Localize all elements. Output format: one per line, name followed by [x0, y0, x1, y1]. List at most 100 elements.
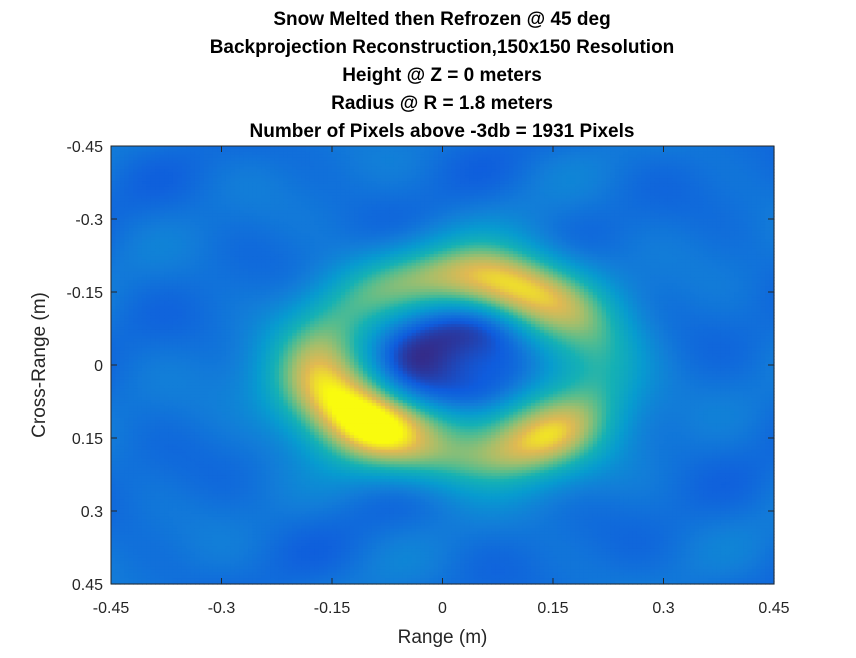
heatmap-cell — [155, 221, 161, 226]
heatmap-cell — [164, 169, 170, 173]
heatmap-cell — [208, 172, 214, 176]
heatmap-cell — [442, 166, 448, 170]
heatmap-cell — [230, 146, 236, 150]
heatmap-cell — [354, 172, 360, 176]
heatmap-cell — [203, 151, 209, 156]
heatmap-cell — [667, 204, 673, 208]
heatmap-cell — [535, 195, 541, 200]
heatmap-cell — [566, 186, 572, 191]
heatmap-cell — [703, 189, 709, 194]
heatmap-cell — [544, 178, 550, 182]
heatmap-cell — [720, 157, 726, 162]
heatmap-cell — [159, 157, 165, 162]
heatmap-cell — [592, 210, 598, 214]
heatmap-cell — [451, 210, 457, 214]
heatmap-cell — [707, 175, 713, 179]
heatmap-cell — [239, 157, 245, 162]
heatmap-cell — [628, 151, 634, 156]
heatmap-cell — [172, 210, 178, 214]
heatmap-cell — [606, 169, 612, 173]
heatmap-cell — [703, 195, 709, 200]
heatmap-cell — [499, 204, 505, 208]
heatmap-cell — [738, 213, 744, 217]
heatmap-cell — [499, 189, 505, 194]
heatmap-cell — [252, 192, 258, 197]
heatmap-cell — [225, 192, 231, 197]
heatmap-cell — [159, 163, 165, 168]
heatmap-cell — [650, 201, 656, 205]
heatmap-cell — [128, 204, 134, 208]
heatmap-cell — [469, 172, 475, 176]
heatmap-cell — [172, 195, 178, 200]
heatmap-cell — [650, 169, 656, 173]
heatmap-cell — [190, 181, 196, 185]
heatmap-cell — [155, 201, 161, 205]
heatmap-cell — [128, 195, 134, 200]
heatmap-cell — [619, 195, 625, 200]
heatmap-cell — [460, 210, 466, 214]
heatmap-cell — [168, 189, 174, 194]
heatmap-cell — [455, 198, 461, 203]
heatmap-cell — [659, 178, 665, 182]
heatmap-cell — [124, 148, 130, 153]
heatmap-cell — [557, 151, 563, 156]
heatmap-cell — [225, 163, 231, 168]
heatmap-cell — [747, 195, 753, 200]
heatmap-cell — [248, 186, 254, 191]
heatmap-cell — [455, 181, 461, 185]
heatmap-cell — [597, 175, 603, 179]
heatmap-cell — [469, 213, 475, 217]
heatmap-cell — [694, 175, 700, 179]
heatmap-cell — [186, 204, 192, 208]
heatmap-cell — [756, 163, 762, 168]
heatmap-cell — [526, 148, 532, 153]
heatmap-cell — [446, 178, 452, 182]
heatmap-cell — [340, 210, 346, 214]
heatmap-cell — [371, 192, 377, 197]
heatmap-cell — [632, 189, 638, 194]
heatmap-cell — [217, 221, 223, 226]
heatmap-cell — [203, 192, 209, 197]
heatmap-cell — [411, 204, 417, 208]
heatmap-cell — [566, 213, 572, 217]
heatmap-cell — [469, 151, 475, 156]
heatmap-cell — [712, 169, 718, 173]
heatmap-cell — [747, 146, 753, 150]
heatmap-cell — [199, 151, 205, 156]
heatmap-cell — [535, 198, 541, 203]
heatmap-cell — [553, 216, 559, 220]
heatmap-cell — [588, 195, 594, 200]
heatmap-cell — [367, 219, 373, 223]
heatmap-cell — [146, 219, 152, 223]
heatmap-cell — [433, 148, 439, 153]
heatmap-cell — [597, 216, 603, 220]
heatmap-cell — [690, 178, 696, 182]
heatmap-cell — [309, 157, 315, 162]
heatmap-cell — [287, 207, 293, 211]
heatmap-cell — [402, 195, 408, 200]
heatmap-cell — [141, 157, 147, 162]
heatmap-cell — [150, 154, 156, 159]
heatmap-cell — [340, 178, 346, 182]
heatmap-cell — [495, 216, 501, 220]
heatmap-cell — [172, 175, 178, 179]
heatmap-cell — [707, 207, 713, 211]
heatmap-cell — [234, 181, 240, 185]
heatmap-cell — [548, 213, 554, 217]
heatmap-cell — [305, 181, 311, 185]
heatmap-cell — [296, 166, 302, 170]
heatmap-cell — [672, 216, 678, 220]
heatmap-cell — [504, 207, 510, 211]
heatmap-cell — [221, 186, 227, 191]
heatmap-cell — [601, 151, 607, 156]
heatmap-cell — [636, 186, 642, 191]
heatmap-cell — [332, 160, 338, 165]
heatmap-cell — [522, 210, 528, 214]
heatmap-cell — [305, 189, 311, 194]
heatmap-cell — [734, 172, 740, 176]
heatmap-cell — [398, 157, 404, 162]
heatmap-cell — [159, 175, 165, 179]
heatmap-cell — [544, 213, 550, 217]
heatmap-cell — [685, 146, 691, 150]
heatmap-cell — [654, 207, 660, 211]
